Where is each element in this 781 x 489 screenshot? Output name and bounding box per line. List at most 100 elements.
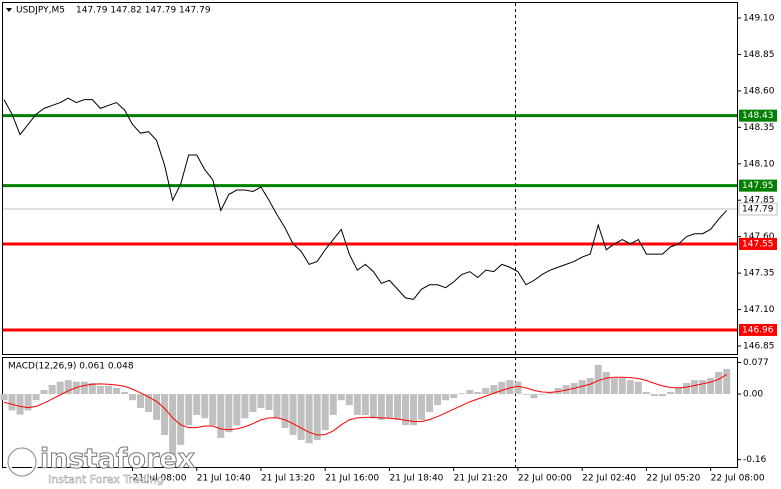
histogram-bar bbox=[193, 394, 201, 415]
y-tick-label: 148.10 bbox=[743, 159, 775, 169]
histogram-bar bbox=[482, 387, 490, 395]
histogram-bar bbox=[393, 394, 401, 420]
x-tick-label: 22 Jul 05:20 bbox=[646, 474, 700, 484]
logo-tagline: Instant Forex Trading bbox=[48, 473, 164, 486]
macd-title: MACD(12,26,9) 0.061 0.048 bbox=[8, 362, 134, 372]
histogram-bar bbox=[185, 394, 193, 426]
histogram-bar bbox=[8, 394, 16, 411]
histogram-bar bbox=[707, 378, 715, 395]
histogram-bar bbox=[434, 394, 442, 406]
histogram-bar bbox=[40, 389, 48, 395]
y-tick-label: 149.10 bbox=[743, 13, 775, 23]
price-line bbox=[3, 97, 728, 300]
histogram-bar bbox=[650, 394, 658, 397]
histogram-bar bbox=[321, 394, 329, 431]
level-label: 147.95 bbox=[742, 181, 774, 191]
histogram-bar bbox=[426, 394, 434, 413]
x-tick-label: 21 Jul 08:00 bbox=[132, 474, 186, 484]
histogram-bar bbox=[530, 394, 538, 399]
y-tick-label: -0.16 bbox=[743, 455, 767, 465]
histogram-bar bbox=[498, 381, 506, 395]
histogram-bar bbox=[233, 394, 241, 426]
histogram-bar bbox=[586, 378, 594, 395]
histogram-bar bbox=[169, 394, 177, 456]
histogram-bar bbox=[418, 394, 426, 420]
histogram-bar bbox=[313, 394, 321, 440]
histogram-bar bbox=[506, 380, 514, 395]
level-label-box bbox=[739, 179, 777, 192]
y-tick-label: 0.00 bbox=[743, 390, 763, 400]
histogram-bar bbox=[490, 385, 498, 395]
histogram-bar bbox=[209, 394, 217, 426]
y-tick-label: 148.85 bbox=[743, 50, 775, 60]
histogram-bar bbox=[161, 394, 169, 436]
histogram-bar bbox=[88, 382, 96, 395]
histogram-bar bbox=[257, 394, 265, 408]
histogram-bar bbox=[32, 394, 40, 401]
level-label-box bbox=[739, 323, 777, 336]
x-tick-label: 21 Jul 13:20 bbox=[261, 474, 315, 484]
macd-frame bbox=[2, 357, 738, 468]
histogram-bar bbox=[610, 378, 618, 395]
histogram-bar bbox=[723, 369, 731, 395]
y-tick-label: 147.85 bbox=[743, 196, 775, 206]
x-tick-label: 22 Jul 08:00 bbox=[711, 474, 765, 484]
histogram-bar bbox=[225, 394, 233, 433]
histogram-bar bbox=[281, 394, 289, 429]
histogram-bar bbox=[80, 381, 88, 395]
histogram-bar bbox=[56, 381, 64, 395]
logo-icon-outline bbox=[7, 447, 37, 477]
x-tick-label: 21 Jul 16:00 bbox=[325, 474, 379, 484]
histogram-bar bbox=[289, 394, 297, 436]
histogram-bar bbox=[377, 394, 385, 420]
histogram-bar bbox=[699, 380, 707, 395]
histogram-bar bbox=[128, 394, 136, 401]
histogram-bar bbox=[402, 394, 409, 426]
histogram-bar bbox=[145, 394, 153, 413]
histogram-bar bbox=[329, 394, 337, 415]
histogram-bar bbox=[522, 394, 530, 395]
histogram-bar bbox=[48, 385, 56, 395]
logo-brand: instaforex bbox=[40, 444, 195, 475]
histogram-bar bbox=[16, 394, 24, 415]
histogram-bar bbox=[602, 371, 610, 395]
histogram-bar bbox=[578, 380, 586, 395]
histogram-bar bbox=[385, 394, 393, 419]
y-tick-label: 147.35 bbox=[743, 269, 775, 279]
main-frame bbox=[2, 2, 738, 355]
histogram-bar bbox=[241, 394, 249, 419]
x-tick-label: 21 Jul 21:20 bbox=[454, 474, 508, 484]
x-tick-label: 21 Jul 18:40 bbox=[389, 474, 443, 484]
histogram-bar bbox=[450, 394, 458, 399]
histogram-bar bbox=[337, 394, 345, 401]
x-tick-label: 22 Jul 00:00 bbox=[518, 474, 572, 484]
histogram-bar bbox=[249, 394, 257, 413]
histogram-bar bbox=[410, 394, 418, 426]
histogram-bar bbox=[265, 394, 273, 411]
histogram-bar bbox=[458, 393, 466, 395]
histogram-bar bbox=[64, 380, 72, 395]
histogram-bar bbox=[201, 394, 209, 419]
histogram-bar bbox=[466, 389, 474, 395]
signal-line bbox=[3, 373, 727, 436]
histogram-bar bbox=[112, 387, 120, 395]
histogram-bar bbox=[691, 380, 699, 395]
menu-arrow bbox=[6, 8, 12, 12]
histogram-bar bbox=[626, 380, 634, 395]
histogram-bar bbox=[353, 394, 361, 415]
histogram-bar bbox=[666, 392, 674, 395]
histogram-bar bbox=[442, 394, 450, 401]
histogram-bar bbox=[675, 387, 683, 395]
histogram-bar bbox=[24, 394, 32, 411]
x-tick-label: 21 Jul 10:40 bbox=[197, 474, 251, 484]
histogram-bar bbox=[474, 392, 482, 395]
y-tick-label: 0.077 bbox=[743, 358, 769, 368]
logo: instaforex Instant Forex Trading bbox=[5, 443, 196, 486]
histogram-bar bbox=[177, 394, 185, 445]
histogram-bar bbox=[715, 371, 723, 395]
x-tick-label: 22 Jul 02:40 bbox=[582, 474, 636, 484]
y-tick-label: 147.10 bbox=[743, 305, 775, 315]
histogram-bar bbox=[634, 381, 642, 395]
histogram-bar bbox=[104, 385, 112, 395]
